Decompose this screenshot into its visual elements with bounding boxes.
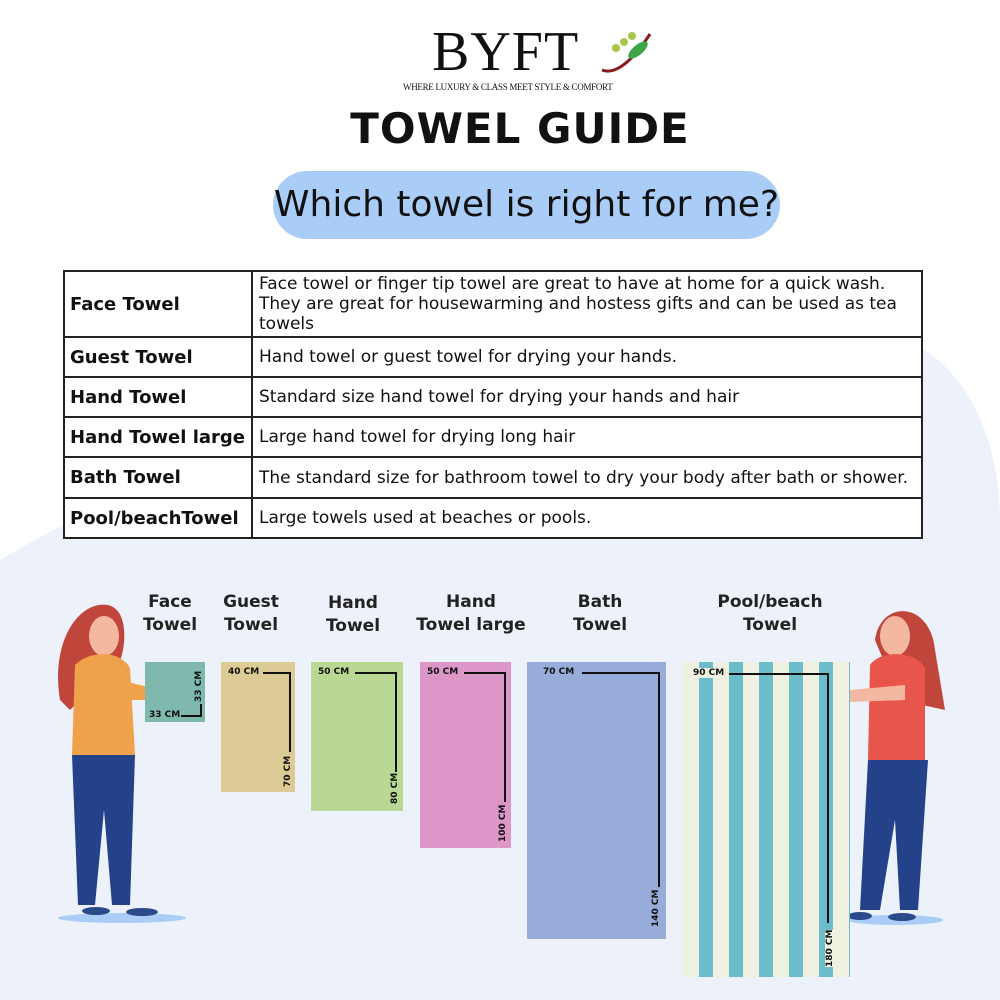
- towel-label-pool: Pool/beach Towel: [717, 592, 823, 635]
- towel-desc: Standard size hand towel for drying your…: [251, 376, 923, 418]
- brand-tagline: WHERE LUXURY & CLASS MEET STYLE & COMFOR…: [403, 82, 613, 92]
- towel-label-hand-large: Hand Towel large: [416, 592, 526, 635]
- table-row: Hand Towel Standard size hand towel for d…: [63, 376, 923, 418]
- table-row: Guest Towel Hand towel or guest towel for…: [63, 336, 923, 378]
- towel-desc: The standard size for bathroom towel to …: [251, 456, 923, 499]
- towel-name: Pool/beachTowel: [63, 497, 253, 539]
- table-row: Bath Towel The standard size for bathroom…: [63, 456, 923, 499]
- subtitle-pill: Which towel is right for me?: [273, 171, 780, 239]
- guest-towel: 40 CM 70 CM: [221, 662, 295, 792]
- towel-name: Bath Towel: [63, 456, 253, 499]
- towel-name: Guest Towel: [63, 336, 253, 378]
- table-row: Hand Towel large Large hand towel for dry…: [63, 416, 923, 458]
- towel-desc: Face towel or finger tip towel are great…: [251, 270, 923, 338]
- towel-label-bath: Bath Towel: [572, 592, 628, 635]
- hand-towel-large: 50 CM 100 CM: [420, 662, 511, 848]
- table-row: Pool/beachTowel Large towels used at beac…: [63, 497, 923, 539]
- page-title: TOWEL GUIDE: [350, 104, 690, 153]
- hand-towel: 50 CM 80 CM: [311, 662, 403, 811]
- towel-desc: Large hand towel for drying long hair: [251, 416, 923, 458]
- towel-label-guest: Guest Towel: [223, 592, 279, 635]
- towel-desc: Hand towel or guest towel for drying you…: [251, 336, 923, 378]
- bath-towel: 70 CM 140 CM: [527, 662, 666, 939]
- leaf-icon: [601, 32, 652, 73]
- towel-desc: Large towels used at beaches or pools.: [251, 497, 923, 539]
- towel-label-face: Face Towel: [142, 592, 198, 635]
- face-towel: 33 CM 33 CM: [145, 662, 205, 722]
- towel-name: Face Towel: [63, 270, 253, 338]
- table-row: Face Towel Face towel or finger tip towel…: [63, 270, 923, 338]
- brand-logo: BYFT: [432, 21, 580, 83]
- pool-beach-towel: 90 CM 180 CM: [683, 662, 850, 977]
- towel-label-hand: Hand Towel: [325, 593, 381, 636]
- towel-name: Hand Towel large: [63, 416, 253, 458]
- towel-table: Face Towel Face towel or finger tip towel…: [63, 270, 923, 539]
- towel-name: Hand Towel: [63, 376, 253, 418]
